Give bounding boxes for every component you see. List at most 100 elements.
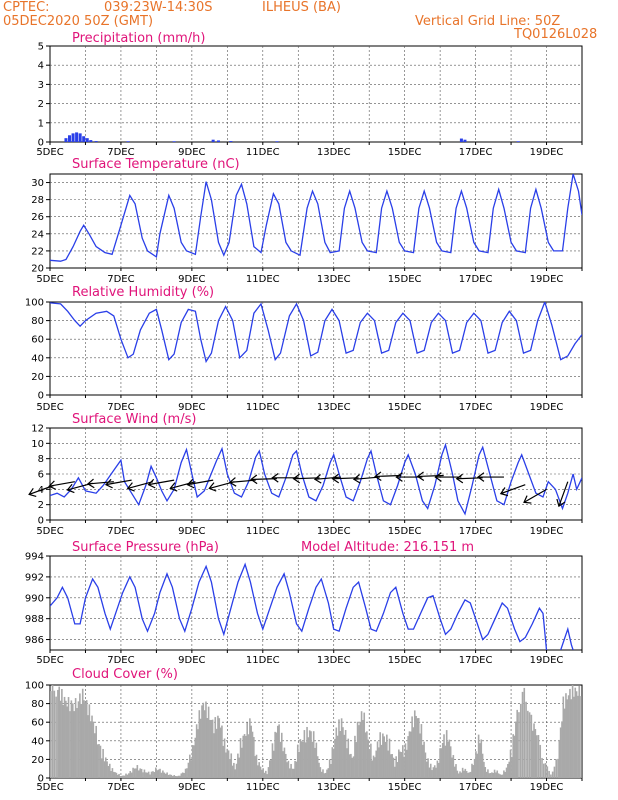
cloud-bar (71, 703, 74, 778)
header-source: CPTEC: (3, 0, 50, 15)
cloud-bar (263, 772, 266, 778)
cloud-bar (298, 751, 300, 778)
x-tick-label: 19DEC (530, 147, 564, 158)
wind-arrow (28, 484, 54, 497)
wind-arrow-shaft (49, 481, 75, 487)
wind-arrow-head (126, 482, 135, 492)
cloud-bars (50, 685, 582, 778)
cloud-bar (241, 747, 243, 778)
cloud-bar (456, 770, 459, 778)
cloud-bar (318, 762, 320, 778)
cloud-bar (76, 708, 78, 778)
y-tick-label: 2 (38, 500, 44, 511)
cloud-bar (562, 696, 565, 778)
panel-frame (49, 173, 583, 269)
cloud-bar (342, 727, 344, 778)
wind-arrow-head (416, 471, 425, 482)
x-tick-label: 5DEC (36, 147, 63, 158)
cloud-bar (251, 731, 254, 778)
x-tick-label: 9DEC (178, 655, 205, 666)
cloud-bar (290, 763, 292, 778)
cloud-bar (245, 735, 247, 778)
cloud-bar (231, 765, 234, 778)
x-tick-label: 19DEC (530, 782, 564, 793)
precip-bar (94, 141, 98, 142)
cloud-bar (120, 775, 123, 778)
cloud-bar (578, 685, 581, 778)
precip-bar (459, 138, 463, 142)
wind-arrow (126, 481, 154, 492)
wind-arrow-head (186, 478, 195, 489)
cloud-bar (154, 767, 157, 778)
wind-arrow-shaft (127, 481, 154, 489)
cloud-bar (535, 735, 538, 778)
wind-arrow-shaft (558, 481, 569, 507)
cloud-bar (451, 757, 453, 778)
x-tick-label: 7DEC (107, 147, 134, 158)
cloud-bar (404, 743, 407, 778)
wind-arrow-head (476, 472, 485, 482)
y-tick-label: 0 (38, 138, 44, 149)
precip-bar (172, 141, 176, 142)
cloud-bar (163, 772, 166, 778)
cloud-bar (136, 765, 139, 778)
x-tick-label: 5DEC (36, 402, 63, 413)
cloud-bar (311, 741, 314, 778)
wind-arrow-shaft (293, 477, 320, 480)
cloud-bar (331, 747, 334, 778)
cloud-bar (513, 735, 516, 778)
cloud-bar (167, 774, 170, 778)
cloud-bar (88, 704, 91, 778)
y-tick-label: 6 (38, 470, 44, 481)
cloud-bar (205, 701, 207, 778)
x-tick-label: 7DEC (107, 782, 134, 793)
cloud-bar (87, 715, 89, 778)
y-tick-label: 992 (25, 572, 44, 583)
cloud-bar (344, 730, 347, 778)
cloud-bar (316, 756, 319, 778)
x-tick-label: 13DEC (317, 147, 351, 158)
cloud-bar (384, 741, 387, 778)
panel-title: Precipitation (mm/h) (72, 31, 205, 46)
cloud-bar (493, 769, 496, 778)
cloud-bar (122, 775, 124, 778)
cloud-bar (156, 770, 158, 778)
cloud-bar (488, 773, 491, 778)
cloud-bar (569, 688, 571, 778)
cloud-bar (173, 775, 176, 778)
precip-bar (463, 139, 467, 142)
cloud-bar (287, 760, 290, 778)
cloud-bar (249, 718, 251, 778)
header-location: ILHEUS (BA) (262, 0, 341, 15)
cloud-bar (367, 739, 370, 778)
cloud-bar (473, 758, 476, 778)
cloud-bar (360, 711, 363, 778)
y-tick-label: 0 (38, 774, 44, 785)
y-tick-label: 8 (38, 454, 44, 465)
wind-arrow (374, 471, 402, 482)
y-tick-label: 10 (31, 439, 44, 450)
x-tick-label: 5DEC (36, 655, 63, 666)
cloud-bar (312, 731, 315, 778)
cloud-bar (565, 693, 567, 778)
x-tick-label: 19DEC (530, 526, 564, 537)
cloud-bar (436, 760, 439, 778)
panel-title: Surface Pressure (hPa) (72, 540, 219, 555)
cloud-bar (294, 760, 296, 778)
wind-arrow-head (66, 483, 75, 494)
cloud-bar (387, 750, 389, 778)
cloud-bar (379, 732, 381, 778)
cloud-bar (577, 695, 579, 778)
cloud-bar (330, 764, 332, 778)
cloud-bar (475, 751, 477, 778)
cloud-bar (169, 774, 171, 778)
cloud-bar (507, 764, 509, 778)
cloud-bar (374, 757, 376, 778)
cloud-bar (146, 772, 149, 778)
cloud-bar (51, 685, 54, 778)
cloud-bar (559, 727, 562, 778)
cloud-bar (103, 761, 106, 778)
panel-frame (49, 301, 583, 396)
cloud-bar (307, 737, 310, 778)
cloud-bar (412, 727, 415, 778)
